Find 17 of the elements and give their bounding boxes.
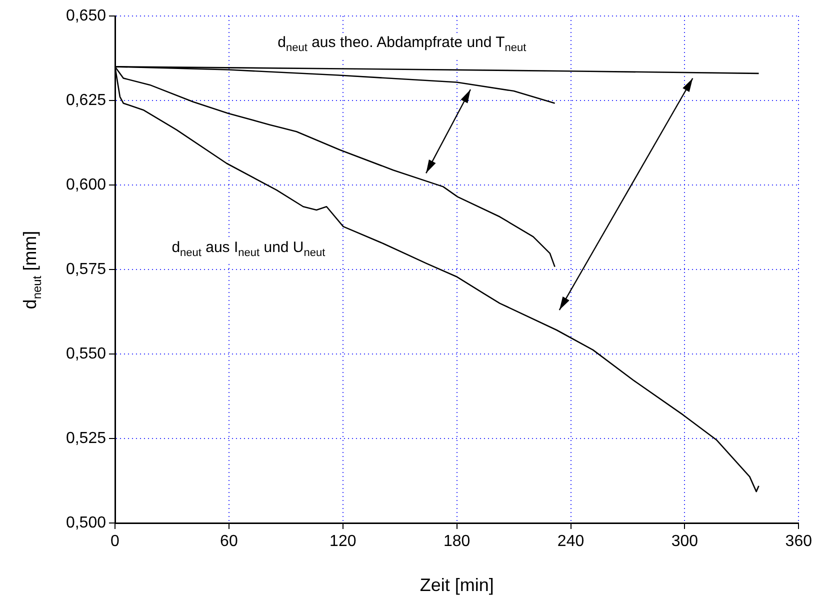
y-tick-label: 0,575 — [66, 260, 106, 278]
x-tick-label: 240 — [557, 533, 584, 550]
y-tick-label: 0,625 — [66, 92, 106, 109]
x-tick-label: 300 — [671, 533, 698, 550]
annotation: d$_{neut}$ aus I$_{neut}$ und U$_{neut}$ — [170, 239, 328, 262]
x-tick-label: 360 — [785, 533, 812, 550]
x-tick-label: 0 — [110, 533, 120, 550]
x-axis-title: Zeit [min] — [420, 575, 494, 596]
y-tick-label: 0,550 — [66, 345, 106, 362]
x-tick-label: 180 — [443, 533, 470, 550]
y-tick-label: 0,525 — [66, 430, 106, 447]
y-tick-label: 0,500 — [66, 514, 106, 532]
y-tick-label: 0,650 — [66, 7, 106, 24]
annotation: d$_{neut}$ aus theo. Abdampfrate und T$_{neut}$ — [276, 34, 528, 57]
y-tick-label: 0,600 — [66, 176, 106, 194]
x-tick-label: 60 — [220, 533, 238, 550]
x-tick-label: 120 — [330, 533, 356, 550]
